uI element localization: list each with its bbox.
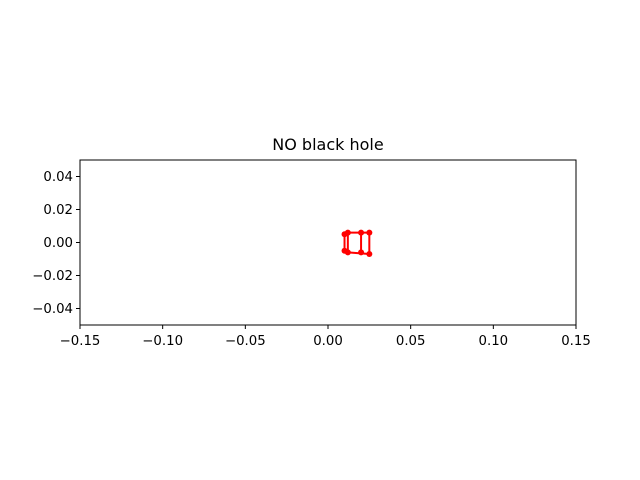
y-tick-label: 0.00 <box>43 236 73 251</box>
data-point <box>341 247 348 254</box>
plot-area <box>80 160 576 325</box>
y-tick-label: 0.04 <box>43 170 73 185</box>
data-point <box>358 229 365 236</box>
x-tick-label: 0.15 <box>561 334 591 349</box>
y-tick-label: −0.04 <box>32 302 73 317</box>
x-tick-label: 0.00 <box>313 334 343 349</box>
chart-title: NO black hole <box>272 135 383 154</box>
series-layer <box>341 229 373 258</box>
x-tick-label: −0.05 <box>225 334 266 349</box>
plot-background <box>80 160 576 325</box>
x-tick-label: −0.15 <box>60 334 101 349</box>
data-point <box>344 229 351 236</box>
y-tick-label: −0.02 <box>32 269 73 284</box>
x-tick-label: 0.10 <box>479 334 509 349</box>
data-point <box>366 229 373 236</box>
axes-layer: −0.15 −0.10 −0.05 0.00 0.05 0.10 0.15 −0.04 −0.0… <box>32 159 591 349</box>
x-tick-label: −0.10 <box>142 334 183 349</box>
x-tick-label: 0.05 <box>396 334 426 349</box>
y-tick-label: 0.02 <box>43 203 73 218</box>
data-point <box>358 249 365 256</box>
data-point <box>366 251 373 258</box>
